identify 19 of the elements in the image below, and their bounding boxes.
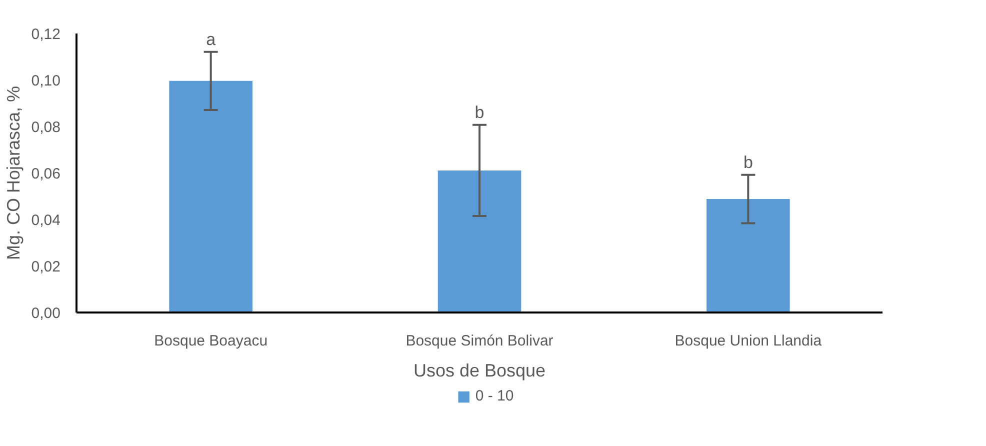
x-axis-title: Usos de Bosque	[413, 360, 546, 380]
annotation: a	[206, 30, 216, 49]
bar	[438, 170, 522, 312]
y-tick-label: 0,00	[31, 305, 61, 322]
annotation: b	[474, 102, 484, 122]
bar	[706, 199, 790, 312]
y-tick-label: 0,06	[31, 166, 61, 182]
bar	[169, 80, 252, 312]
legend-label: 0 - 10	[475, 388, 514, 404]
x-tick-label: Bosque Union Llandia	[674, 332, 822, 350]
y-tick-label: 0,04	[31, 212, 61, 229]
x-tick-label: Bosque Boayacu	[154, 332, 268, 350]
x-tick-label: Bosque Simón Bolivar	[406, 332, 554, 350]
annotation: b	[743, 152, 753, 172]
y-tick-label: 0,02	[31, 258, 61, 276]
y-axis-title: Mg. CO Hojarasca, %	[3, 86, 24, 260]
y-tick-label: 0,10	[31, 72, 61, 90]
y-tick-label: 0,08	[31, 119, 61, 136]
y-tick-label: 0,12	[31, 26, 61, 43]
